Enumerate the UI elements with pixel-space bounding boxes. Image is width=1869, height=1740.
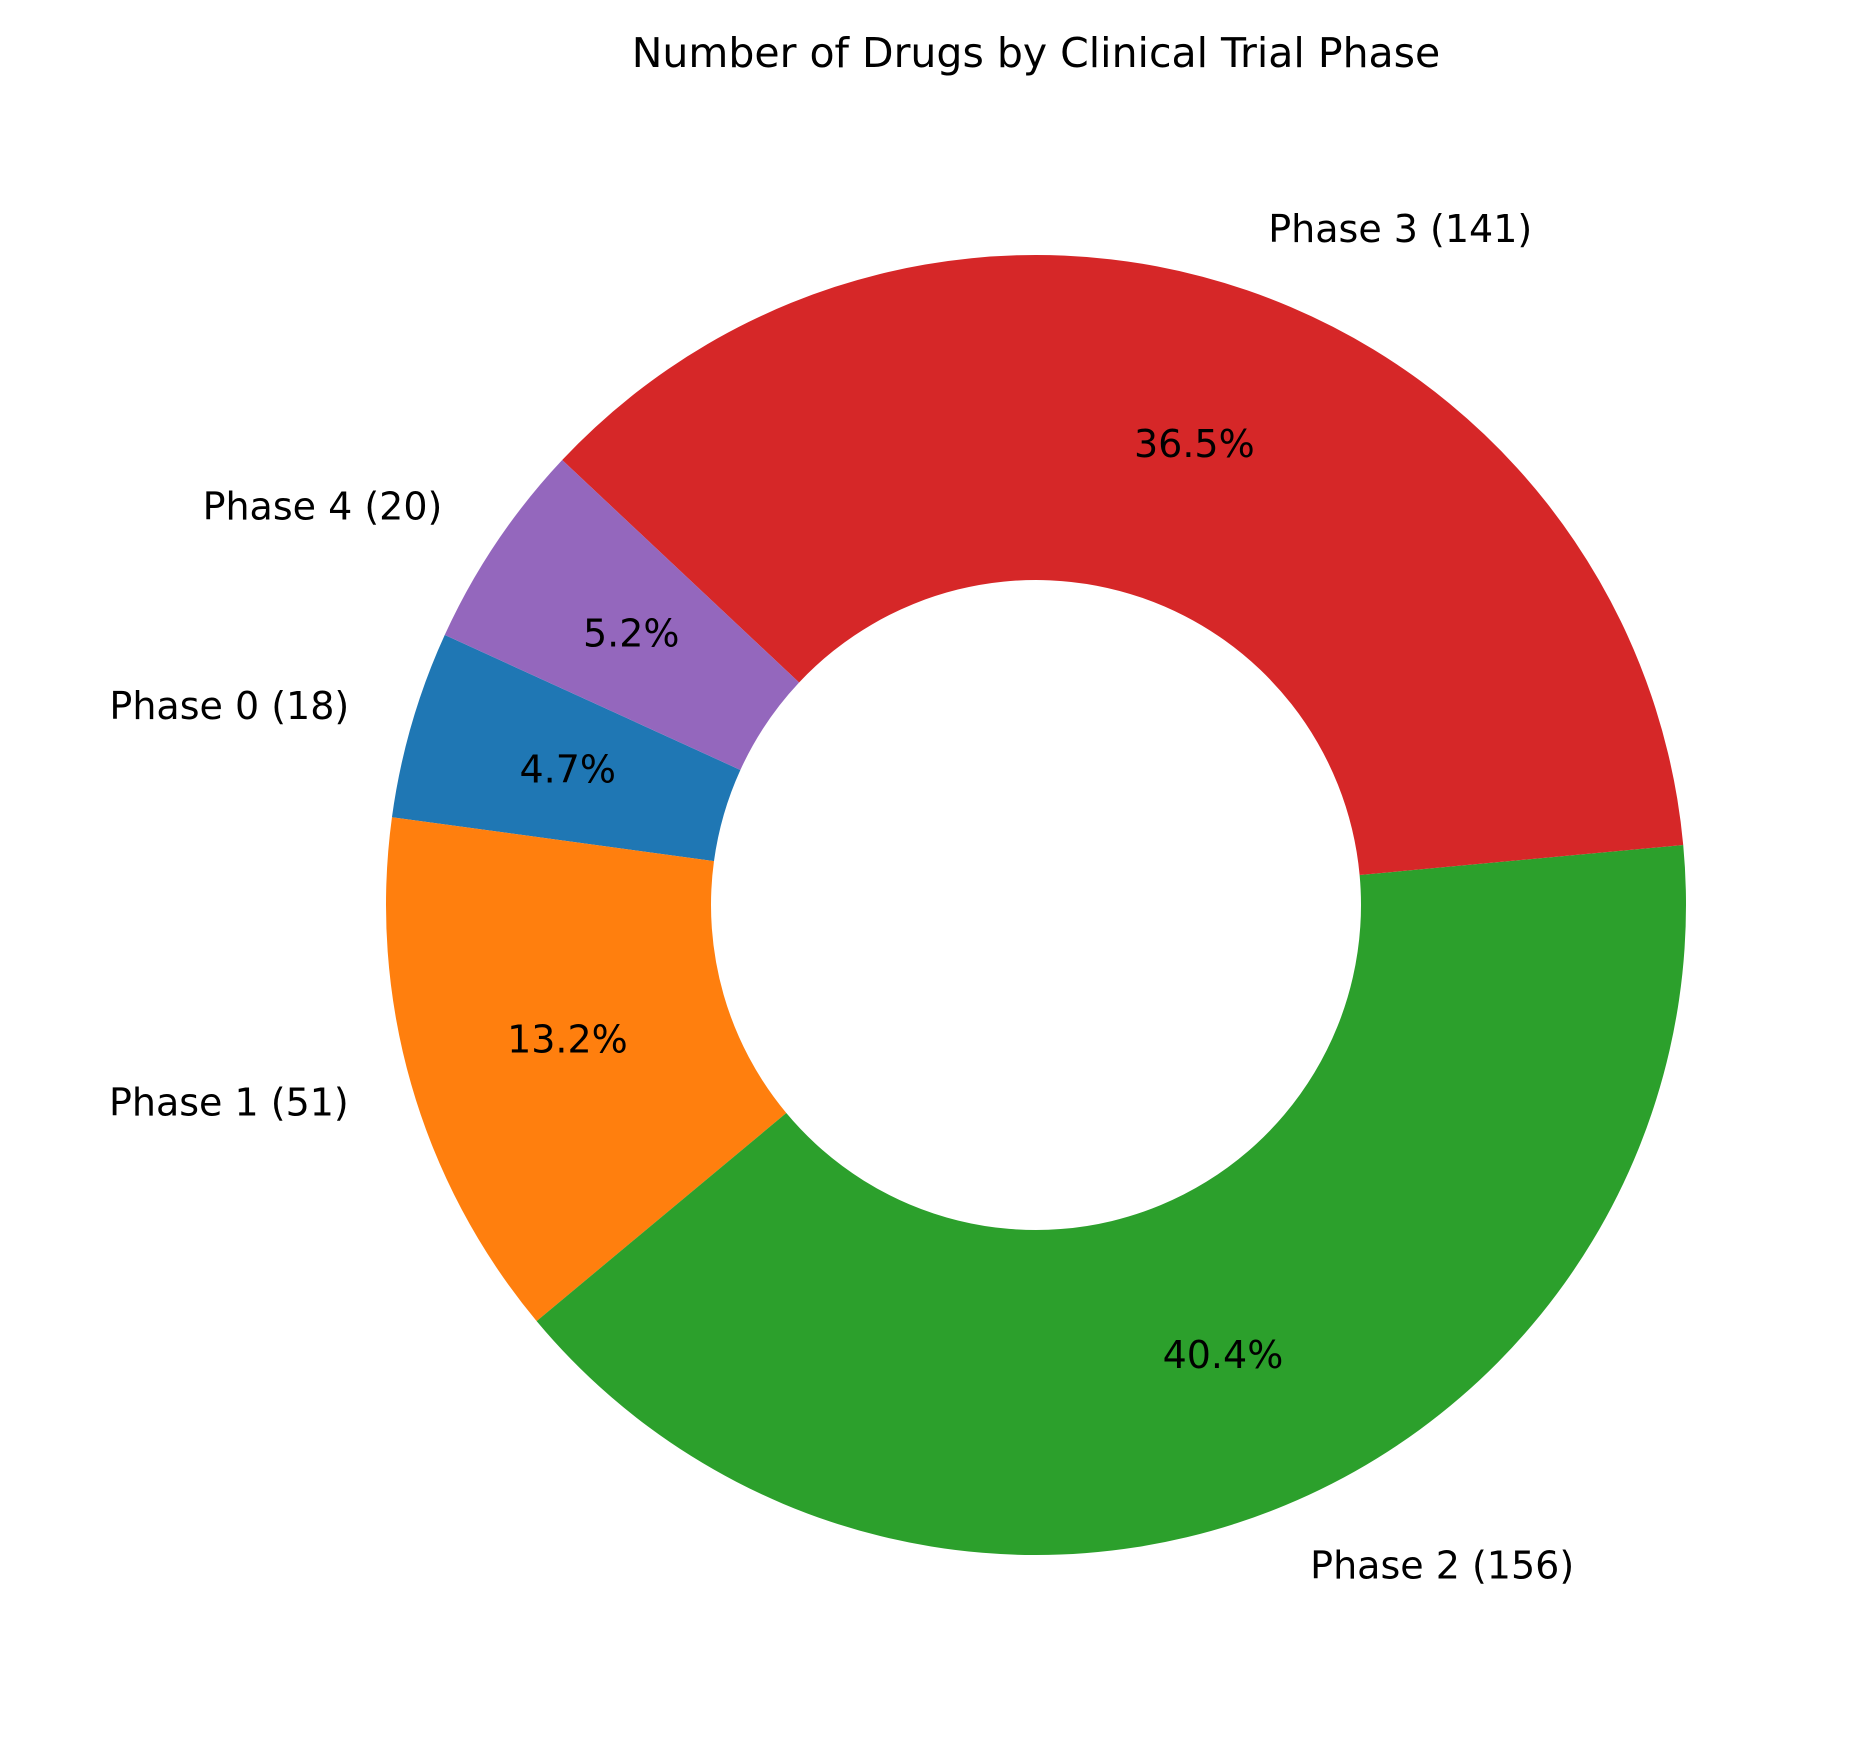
category-label-phase-0: Phase 0 (18)	[109, 684, 349, 728]
category-labels-group: Phase 0 (18) Phase 1 (51) Phase 2 (156) Pha…	[109, 207, 1574, 1588]
percent-label-phase-1: 13.2%	[507, 1018, 628, 1062]
percent-label-phase-4: 5.2%	[583, 611, 680, 655]
slice-phase-2	[536, 845, 1687, 1556]
category-label-phase-3: Phase 3 (141)	[1268, 207, 1532, 251]
percent-labels-group: 4.7% 13.2% 40.4% 36.5% 5.2%	[507, 422, 1283, 1377]
category-label-phase-4: Phase 4 (20)	[203, 484, 443, 528]
slice-phase-1	[385, 817, 787, 1322]
chart-title: Number of Drugs by Clinical Trial Phase	[632, 29, 1441, 77]
slice-phase-3	[562, 254, 1684, 876]
slice-phase-4	[444, 460, 800, 770]
percent-label-phase-2: 40.4%	[1163, 1333, 1284, 1377]
percent-label-phase-0: 4.7%	[519, 747, 616, 791]
category-label-phase-1: Phase 1 (51)	[109, 1080, 349, 1124]
slice-phase-0	[391, 634, 741, 862]
slices-group	[385, 254, 1687, 1556]
category-label-phase-2: Phase 2 (156)	[1310, 1543, 1574, 1587]
percent-label-phase-3: 36.5%	[1134, 422, 1255, 466]
